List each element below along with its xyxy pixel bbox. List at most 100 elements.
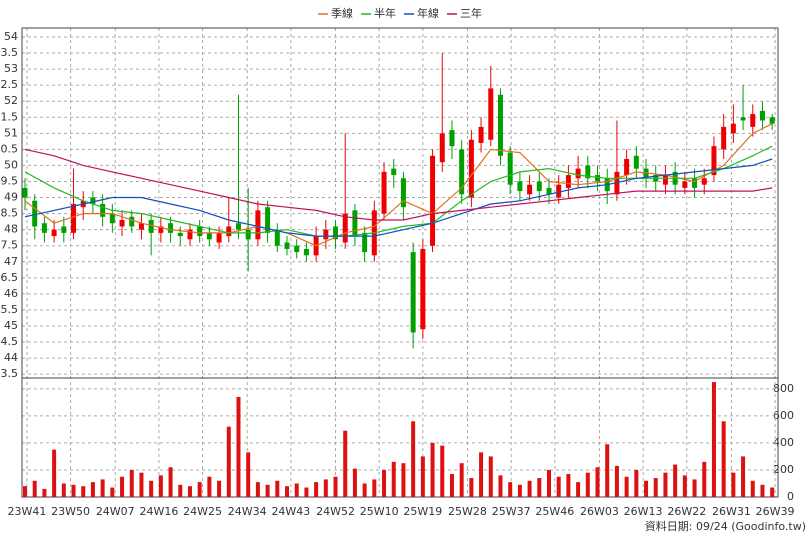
y-tick-label: 47 (4, 255, 18, 268)
x-tick-label: 26W22 (667, 505, 706, 518)
volume-bar (692, 479, 697, 497)
volume-tick-label: 400 (773, 436, 794, 449)
volume-bar (546, 469, 551, 497)
candle-body (294, 245, 300, 253)
volume-bar (158, 475, 163, 497)
candle-body (692, 178, 698, 188)
candle-body (177, 232, 183, 237)
volume-bar (285, 486, 290, 497)
volume-bar (508, 482, 513, 497)
candle-body (565, 175, 571, 188)
volume-bar (469, 478, 474, 497)
volume-bar (246, 452, 251, 497)
y-tick-label: 4.5 (1, 335, 19, 348)
volume-bar (449, 474, 454, 497)
volume-bar (139, 472, 144, 497)
y-tick-label: 53 (4, 62, 18, 75)
candle-body (759, 110, 765, 121)
y-tick-label: 9.5 (1, 174, 19, 187)
candle-body (197, 226, 203, 237)
candle-body (187, 229, 193, 240)
candle-body (216, 232, 222, 243)
x-tick-label: 24W52 (316, 505, 355, 518)
x-tick-label: 24W16 (139, 505, 178, 518)
volume-bar (110, 487, 115, 497)
volume-bar (498, 475, 503, 497)
candle-body (750, 114, 756, 127)
y-tick-label: 45 (4, 319, 18, 332)
y-tick-label: 2.5 (1, 78, 19, 91)
ma-line (24, 145, 773, 237)
y-tick-label: 51 (4, 126, 18, 139)
candle-body (41, 223, 47, 233)
candle-body (536, 181, 542, 192)
volume-tick-label: 0 (787, 490, 794, 503)
candle-body (255, 210, 261, 240)
volume-bar (634, 469, 639, 497)
candle-body (701, 178, 707, 185)
volume-bar (362, 483, 367, 497)
candle-body (556, 184, 562, 198)
x-tick-label: 25W19 (403, 505, 442, 518)
volume-bar (217, 480, 222, 497)
candle-body (51, 229, 57, 237)
x-tick-label: 24W34 (228, 505, 267, 518)
candle-body (721, 126, 727, 150)
volume-bar (391, 461, 396, 497)
volume-bar (352, 468, 357, 497)
volume-bar (770, 487, 775, 497)
volume-bar (566, 474, 571, 497)
x-tick-label: 26W03 (580, 505, 619, 518)
volume-bar (711, 382, 716, 497)
candle-body (284, 242, 290, 249)
candle-body (624, 159, 630, 176)
candle-body (517, 181, 523, 192)
volume-bar (207, 476, 212, 497)
volume-bar (382, 469, 387, 497)
volume-bar (624, 476, 629, 497)
volume-bar (168, 467, 173, 497)
volume-bar (585, 472, 590, 497)
candle-body (22, 187, 28, 198)
volume-bar (663, 472, 668, 497)
volume-bar (100, 479, 105, 497)
legend-label: 半年 (374, 6, 396, 20)
candle-body (633, 155, 639, 169)
ma-line (24, 158, 773, 237)
y-tick-label: 3.5 (1, 367, 19, 380)
volume-bar (236, 396, 241, 497)
volume-bar (430, 442, 435, 497)
x-tick-label: 24W25 (183, 505, 222, 518)
candle-body (245, 229, 251, 240)
y-tick-label: 46 (4, 287, 18, 300)
volume-bar (411, 421, 416, 497)
volume-bar (556, 476, 561, 497)
volume-bar (81, 486, 86, 497)
candle-body (595, 175, 601, 182)
candle-body (585, 165, 591, 179)
y-tick-label: 48 (4, 223, 18, 236)
volume-bar (323, 479, 328, 497)
volume-tick-label: 600 (773, 409, 794, 422)
candle-body (226, 226, 232, 237)
volume-bar (304, 487, 309, 497)
candle-body (265, 207, 271, 233)
candle-body (420, 248, 426, 330)
y-tick-label: 1.5 (1, 110, 19, 123)
x-tick-label: 24W43 (271, 505, 310, 518)
volume-bar (23, 486, 28, 497)
candle-body (138, 223, 144, 230)
volume-bar (129, 469, 134, 497)
volume-bar (682, 475, 687, 497)
x-tick-label: 25W28 (448, 505, 487, 518)
volume-bar (614, 465, 619, 497)
y-tick-label: 8.5 (1, 207, 19, 220)
volume-bar (721, 421, 726, 497)
volume-bar (42, 488, 47, 497)
candle-body (769, 117, 775, 124)
y-tick-label: 50 (4, 158, 18, 171)
legend-label: 三年 (460, 6, 482, 20)
candle-body (391, 168, 397, 176)
y-tick-label: 6.5 (1, 271, 19, 284)
candle-body (575, 168, 581, 179)
